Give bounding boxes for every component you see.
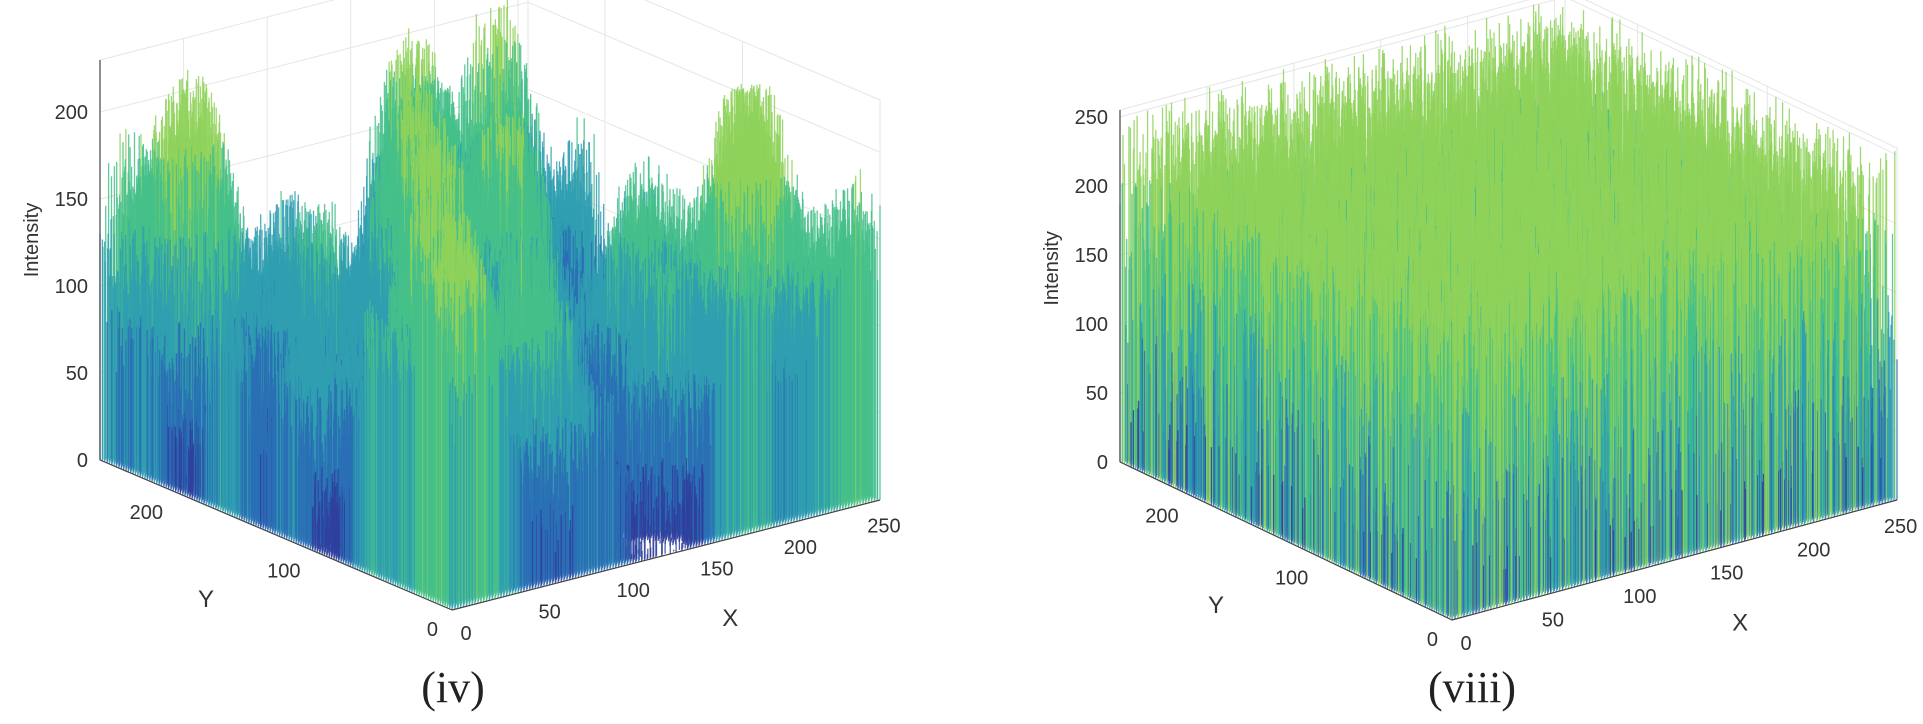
left-surface-plot: 0501001502002500100200050100150200XYInte… <box>0 0 961 719</box>
